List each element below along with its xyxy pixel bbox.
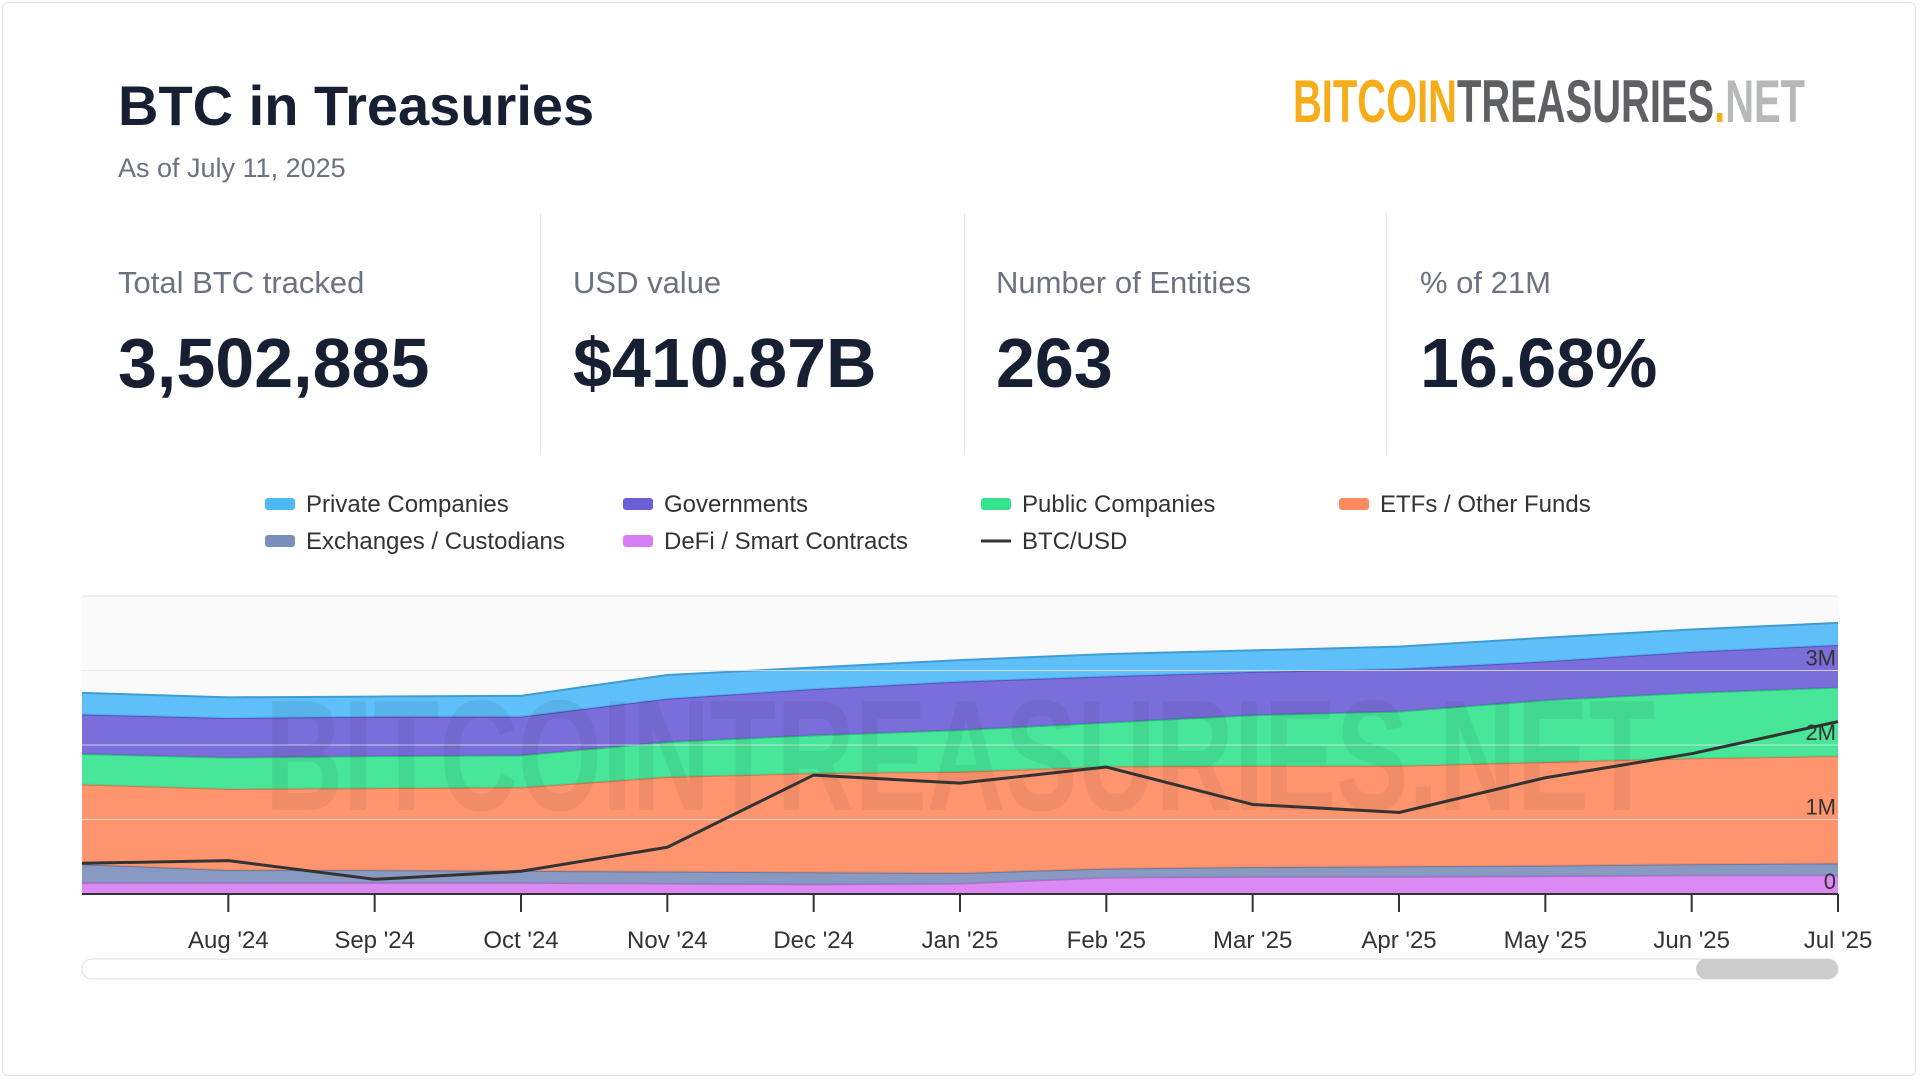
legend-label: Private Companies xyxy=(306,491,509,518)
price-line xyxy=(81,720,1839,881)
logo-part: NET xyxy=(1725,68,1805,135)
legend-label: ETFs / Other Funds xyxy=(1380,491,1591,518)
logo-part: . xyxy=(1714,68,1725,135)
legend-label: Exchanges / Custodians xyxy=(306,528,565,555)
legend-swatch xyxy=(1339,498,1369,510)
area xyxy=(82,645,1838,758)
legend-label: DeFi / Smart Contracts xyxy=(664,528,908,555)
divider xyxy=(964,213,965,453)
logo-part: BITCOIN xyxy=(1293,68,1457,135)
scrollbar-track xyxy=(81,958,1839,980)
x-tick-label: Sep '24 xyxy=(334,927,415,954)
area-edge xyxy=(81,621,1839,699)
y-tick-label: 1M xyxy=(1805,795,1836,820)
stat-label: USD value xyxy=(573,265,722,300)
logo: BITCOINTREASURIES.NET xyxy=(1293,68,1805,135)
legend-swatch xyxy=(265,498,295,510)
stat-value: 3,502,885 xyxy=(118,324,430,402)
stat: Number of Entities 263 xyxy=(996,265,1251,403)
legend-swatch xyxy=(623,498,653,510)
x-tick-label: Dec '24 xyxy=(773,927,854,954)
area xyxy=(82,875,1838,894)
y-tick-label: 0 xyxy=(1824,869,1836,894)
legend-label: Public Companies xyxy=(1022,491,1215,518)
x-tick-label: Apr '25 xyxy=(1361,927,1436,954)
stat: Total BTC tracked 3,502,885 xyxy=(118,265,429,403)
stat-value: 263 xyxy=(996,324,1113,402)
watermark: BITCOINTREASURIES.NET xyxy=(265,668,1655,844)
area xyxy=(82,687,1838,789)
scrollbar-thumb xyxy=(1696,959,1838,979)
legend-swatch xyxy=(623,535,653,547)
stat-label: Number of Entities xyxy=(996,265,1251,300)
x-tick-label: Nov '24 xyxy=(627,927,708,954)
logo-part: TREASURIES xyxy=(1457,68,1714,135)
subtitle: As of July 11, 2025 xyxy=(118,153,346,183)
title: BTC in Treasuries xyxy=(118,74,595,137)
stat: % of 21M 16.68% xyxy=(1420,265,1657,403)
legend-swatch xyxy=(265,535,295,547)
area xyxy=(82,756,1838,874)
x-tick-label: Feb '25 xyxy=(1067,927,1146,954)
stat-value: $410.87B xyxy=(573,324,877,402)
legend-label: Governments xyxy=(664,491,808,518)
stat-value: 16.68% xyxy=(1420,324,1658,402)
stat-label: % of 21M xyxy=(1420,265,1551,300)
x-tick-label: Jul '25 xyxy=(1804,927,1873,954)
x-tick-label: May '25 xyxy=(1504,927,1587,954)
legend-label: BTC/USD xyxy=(1022,528,1127,555)
x-tick-label: Mar '25 xyxy=(1213,927,1292,954)
x-tick-label: Oct '24 xyxy=(483,927,558,954)
stat-label: Total BTC tracked xyxy=(118,265,365,300)
divider xyxy=(540,213,541,453)
x-tick-label: Aug '24 xyxy=(188,927,269,954)
stat: USD value $410.87B xyxy=(573,265,877,403)
legend-swatch xyxy=(981,498,1011,510)
y-tick-label: 3M xyxy=(1805,646,1836,671)
divider xyxy=(1386,213,1387,453)
x-tick-label: Jun '25 xyxy=(1653,927,1730,954)
x-tick-label: Jan '25 xyxy=(922,927,999,954)
